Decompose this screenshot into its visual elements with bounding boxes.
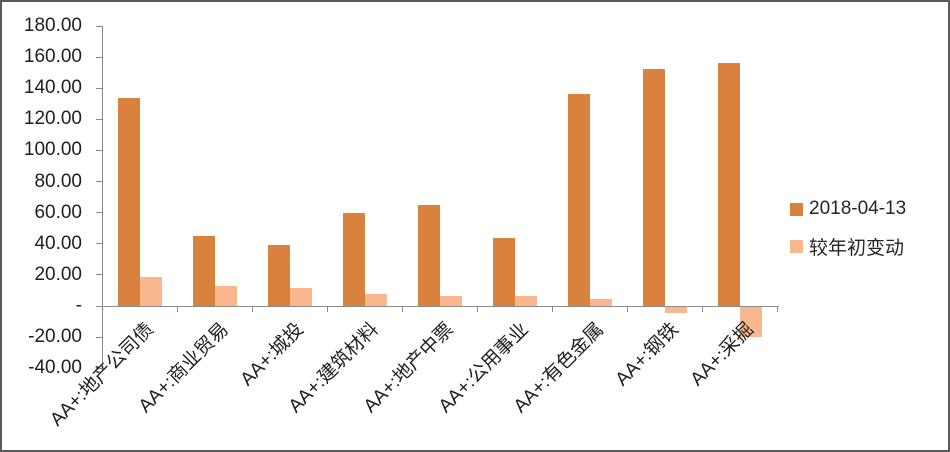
y-axis-label: 20.00 <box>34 263 82 285</box>
bar-change <box>590 299 612 306</box>
bar-2018-04-13 <box>493 237 515 306</box>
legend-label-series-2: 较年初变动 <box>809 238 905 259</box>
bar-2018-04-13 <box>268 245 290 306</box>
y-axis-label: 140.00 <box>23 77 82 99</box>
y-axis-tick <box>96 367 103 369</box>
y-axis-tick <box>96 149 103 151</box>
y-axis-tick <box>96 56 103 58</box>
bar-change <box>440 295 462 306</box>
y-axis-label: -40.00 <box>28 357 82 379</box>
x-axis-tick <box>177 307 178 312</box>
x-axis-tick <box>552 307 553 312</box>
y-axis-label: 180.00 <box>23 15 82 36</box>
x-axis-tick <box>402 307 403 312</box>
legend-item-series-1: 2018-04-13 <box>790 198 906 220</box>
y-axis-label: 100.00 <box>23 139 82 161</box>
y-axis-label: 60.00 <box>34 201 82 223</box>
x-axis-line <box>102 306 779 307</box>
y-axis-tick <box>96 181 103 183</box>
bar-2018-04-13 <box>193 236 215 306</box>
x-axis-tick <box>327 307 328 312</box>
bar-2018-04-13 <box>718 63 740 306</box>
y-axis-tick <box>96 118 103 120</box>
legend-swatch-series-2-icon <box>790 240 803 253</box>
y-axis-label: - <box>75 295 82 316</box>
legend-swatch-series-1-icon <box>790 202 803 216</box>
y-axis-tick <box>96 87 103 89</box>
bar-change <box>740 307 762 337</box>
bar-change <box>665 307 687 314</box>
y-axis-tick <box>96 305 103 307</box>
legend: 2018-04-13 较年初变动 <box>790 198 906 273</box>
bar-2018-04-13 <box>568 93 590 306</box>
x-axis-tick <box>702 307 703 312</box>
y-axis-tick <box>96 243 103 245</box>
x-axis-tick <box>477 307 478 312</box>
bar-2018-04-13 <box>118 97 140 306</box>
y-axis-label: 80.00 <box>34 170 82 192</box>
bar-change <box>215 285 237 306</box>
bar-2018-04-13 <box>418 204 440 306</box>
y-axis-label: -20.00 <box>28 326 82 348</box>
x-axis-tick <box>102 307 103 312</box>
bar-change <box>365 293 387 306</box>
bar-change <box>140 277 162 306</box>
bar-2018-04-13 <box>343 213 365 306</box>
x-axis-tick <box>252 307 253 312</box>
y-axis-tick <box>96 25 103 27</box>
legend-item-series-2: 较年初变动 <box>790 233 906 260</box>
y-axis-label: 160.00 <box>23 46 82 68</box>
bar-change <box>290 288 312 306</box>
bar-2018-04-13 <box>643 68 665 306</box>
legend-label-series-1: 2018-04-13 <box>809 198 907 219</box>
y-axis-label: 40.00 <box>34 232 82 254</box>
y-axis-tick <box>96 274 103 276</box>
y-axis-tick <box>96 212 103 214</box>
y-axis-tick <box>96 336 103 338</box>
bar-change <box>515 295 537 306</box>
x-axis-tick <box>627 307 628 312</box>
x-axis-tick <box>777 307 778 312</box>
y-axis-line <box>102 26 103 369</box>
y-axis-label: 120.00 <box>23 108 82 130</box>
